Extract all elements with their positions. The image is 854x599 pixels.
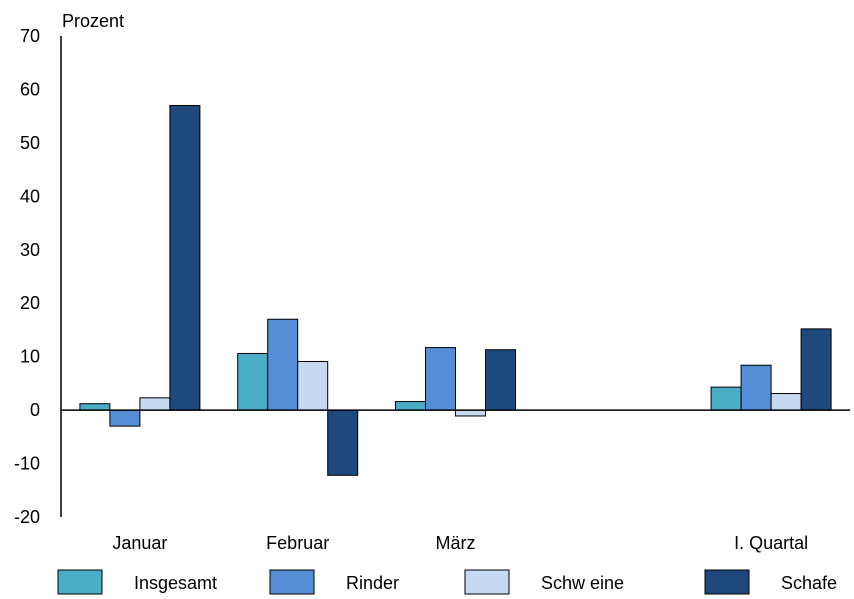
y-tick-label: -10 — [14, 454, 40, 474]
legend-label: Insgesamt — [134, 573, 217, 593]
bar — [109, 409, 141, 427]
legend-swatch — [57, 569, 103, 595]
x-axis-labels: Januar Februar März I. Quartal — [112, 533, 808, 553]
y-tick-label: 30 — [20, 240, 40, 260]
x-tick-label: Februar — [266, 533, 329, 553]
y-tick-label: 60 — [20, 79, 40, 99]
legend-swatch — [269, 569, 315, 595]
y-tick-label: 40 — [20, 186, 40, 206]
x-tick-label: Januar — [112, 533, 167, 553]
legend-label: Schw eine — [541, 573, 624, 593]
y-tick-label: 70 — [20, 26, 40, 46]
bar — [79, 403, 111, 411]
bar — [267, 318, 299, 411]
bar — [237, 352, 269, 411]
legend-swatch — [704, 569, 750, 595]
bar — [169, 104, 201, 411]
bar — [740, 364, 772, 411]
bar — [770, 393, 802, 411]
bar — [139, 397, 171, 411]
bar — [710, 386, 742, 411]
legend: Insgesamt Rinder Schw eine Schafe — [57, 569, 837, 595]
legend-label: Rinder — [346, 573, 399, 593]
legend-label: Schafe — [781, 573, 837, 593]
bar — [800, 328, 832, 411]
x-tick-label: März — [436, 533, 476, 553]
bar — [327, 409, 359, 476]
bar — [455, 409, 486, 417]
legend-swatch — [464, 569, 510, 595]
y-axis-label: Prozent — [62, 11, 124, 31]
y-tick-label: 10 — [20, 347, 40, 367]
bar — [485, 349, 516, 411]
x-tick-label: I. Quartal — [734, 533, 808, 553]
y-tick-label: 20 — [20, 293, 40, 313]
bars — [79, 104, 832, 476]
bar — [395, 401, 426, 411]
y-axis-ticks: 70 60 50 40 30 20 10 0 -10 -20 — [14, 26, 40, 527]
y-tick-label: 0 — [30, 400, 40, 420]
y-tick-label: 50 — [20, 133, 40, 153]
y-tick-label: -20 — [14, 507, 40, 527]
bar — [297, 360, 329, 411]
bar — [425, 347, 456, 411]
